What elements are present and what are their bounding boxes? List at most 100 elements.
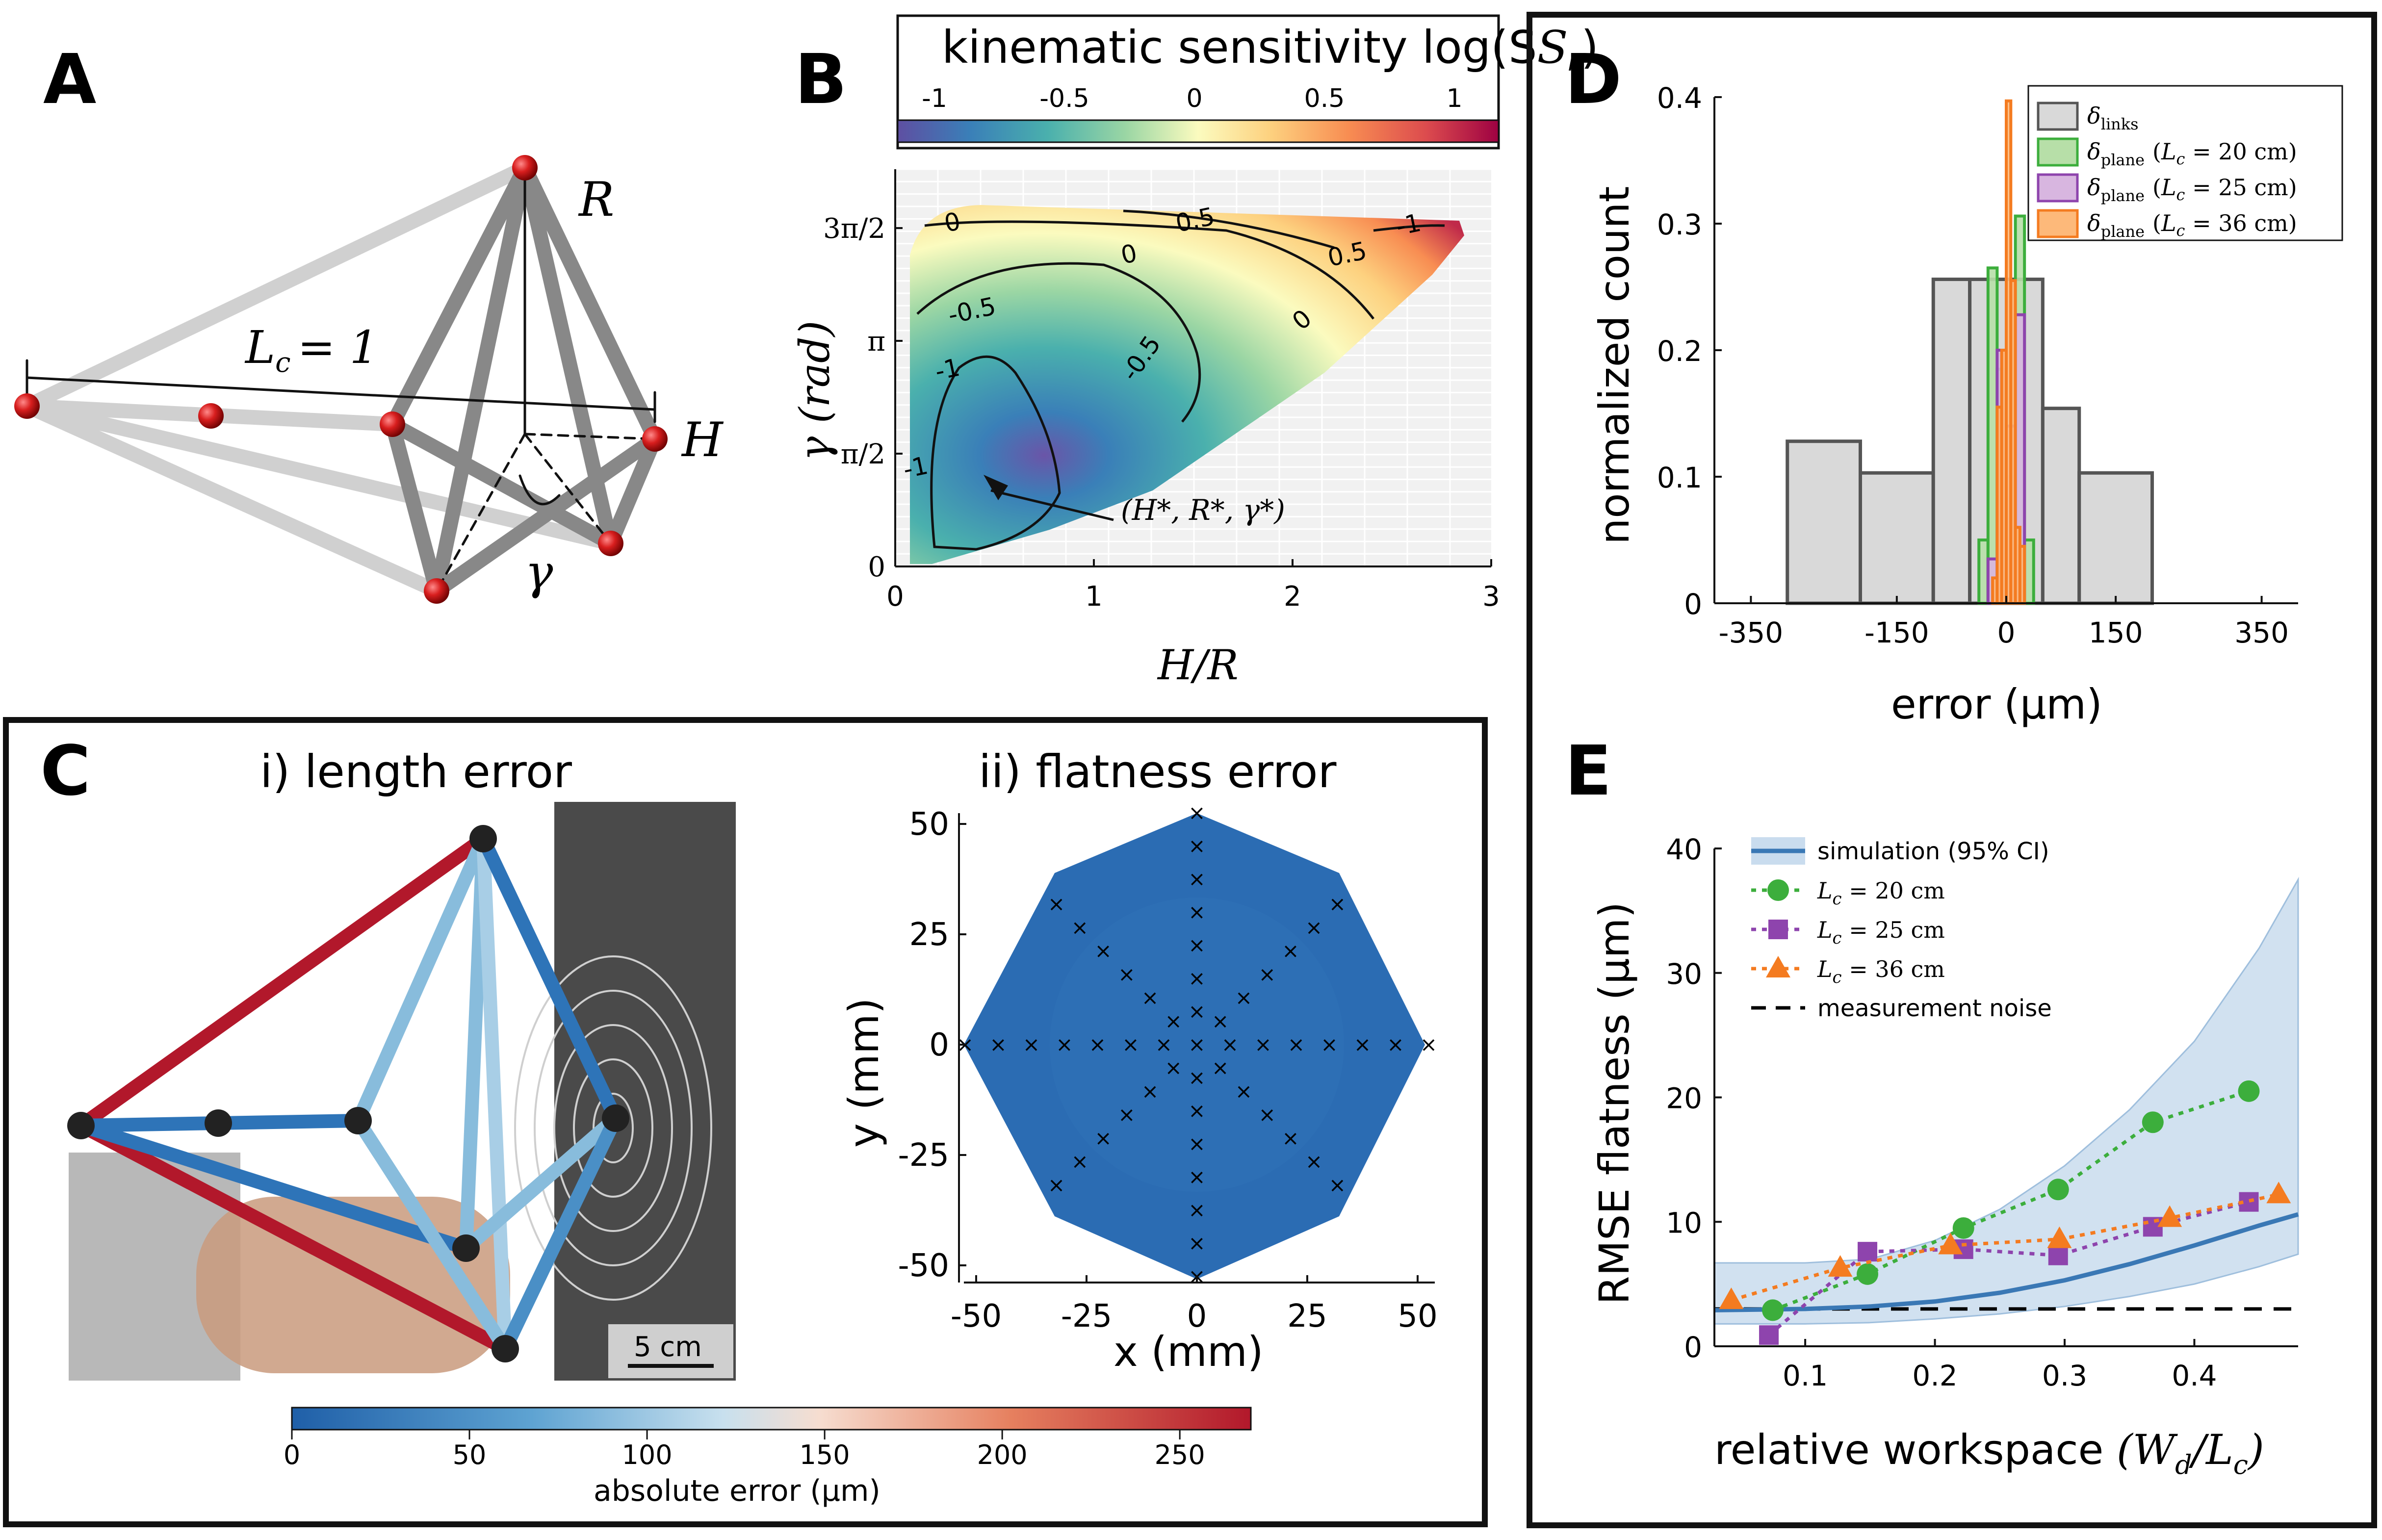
measurement-marker: × bbox=[1212, 1056, 1229, 1080]
d-ytick-label: 0 bbox=[1684, 588, 1702, 621]
cbar-c-tick: 50 bbox=[453, 1439, 487, 1470]
measurement-marker: × bbox=[1420, 1032, 1437, 1056]
cbar-b-title: kinematic sensitivity log(S bbox=[942, 21, 1537, 74]
scalebar-box bbox=[608, 1324, 733, 1378]
annotation-arrow bbox=[990, 489, 1114, 521]
d-xtick-label: 350 bbox=[2234, 616, 2289, 649]
b-yticks: 0 π/2 π 3π/2 bbox=[823, 213, 903, 583]
measurement-marker: × bbox=[1212, 1009, 1229, 1033]
measurement-marker: × bbox=[1056, 1032, 1073, 1056]
measurement-marker: × bbox=[1329, 892, 1346, 916]
legend-sim-label: simulation (95% CI) bbox=[1817, 838, 2049, 865]
cbar-b-end: ) bbox=[1581, 21, 1599, 74]
measurement-marker: × bbox=[1188, 834, 1205, 858]
e-ytick-label: 30 bbox=[1666, 957, 1702, 991]
target-rings bbox=[514, 955, 712, 1301]
marker-triangle bbox=[2266, 1181, 2291, 1204]
legend-l: L bbox=[2161, 138, 2176, 165]
marker-square bbox=[1759, 1325, 1779, 1345]
measurement-marker: × bbox=[1254, 1032, 1271, 1056]
measurement-marker: × bbox=[1288, 1032, 1305, 1056]
legend-paren: ( bbox=[2152, 210, 2161, 236]
dark-links bbox=[385, 160, 662, 598]
legend-c: c bbox=[1833, 928, 1842, 948]
legend-l: L bbox=[2161, 210, 2176, 236]
c-ytick-label: 0 bbox=[929, 1027, 949, 1063]
legend-tail: = 25 cm) bbox=[2185, 174, 2297, 201]
measurement-marker: × bbox=[1071, 1150, 1088, 1174]
contour-label: -1 bbox=[1394, 208, 1424, 241]
panel-d: D -350 -150 0 150 350 0 0.1 0.2 0.3 0.4 error (µ… bbox=[1565, 40, 2343, 728]
measurement-marker: × bbox=[1188, 1165, 1205, 1189]
measurement-marker: × bbox=[1141, 1079, 1159, 1103]
d-ytick-label: 0.1 bbox=[1657, 461, 1702, 494]
measurement-marker: × bbox=[1188, 966, 1205, 990]
d-ytick-label: 0.4 bbox=[1657, 81, 1702, 115]
d-ytick-label: 0.3 bbox=[1657, 208, 1702, 241]
measurement-marker: × bbox=[1118, 1103, 1135, 1127]
panel-label-a: A bbox=[43, 40, 96, 120]
cbar-b-tick: 0 bbox=[1186, 84, 1202, 113]
measurement-marker: × bbox=[1023, 1032, 1040, 1056]
lc-value: = 1 bbox=[297, 321, 378, 374]
measurement-marker: × bbox=[1188, 900, 1205, 924]
measurement-marker: × bbox=[1354, 1032, 1371, 1056]
legend-noise-label: measurement noise bbox=[1817, 995, 2052, 1022]
b-ytick-label: π/2 bbox=[841, 438, 885, 470]
measurement-marker: × bbox=[1320, 1032, 1338, 1056]
measurement-marker: × bbox=[1259, 1103, 1276, 1127]
d-ylabel: normalized count bbox=[1590, 186, 1638, 544]
panel-label-d: D bbox=[1565, 40, 1622, 120]
panel-a: A bbox=[14, 40, 724, 604]
series-line bbox=[1731, 1193, 2279, 1302]
measurement-marker: × bbox=[1235, 986, 1252, 1010]
c-title-flatness: ii) flatness error bbox=[979, 745, 1337, 798]
panel-e: E 0.1 0.2 0.3 0.4 0 10 20 30 40 relative worksp… bbox=[1565, 731, 2299, 1480]
d-xtick-label: -150 bbox=[1864, 616, 1929, 649]
c-xticks: -50 -25 0 25 50 bbox=[951, 1275, 1438, 1335]
measurement-marker: × bbox=[1141, 986, 1159, 1010]
measurement-marker: × bbox=[1188, 1231, 1205, 1255]
measurement-marker: × bbox=[1188, 1032, 1205, 1056]
cbar-c-tick: 250 bbox=[1155, 1439, 1205, 1470]
e-ytick-label: 40 bbox=[1666, 833, 1702, 866]
b-xtick-label: 1 bbox=[1085, 581, 1103, 613]
b-ytick-label: 0 bbox=[868, 551, 885, 583]
b-xtick-label: 0 bbox=[886, 581, 904, 613]
legend-tail: = 36 cm bbox=[1842, 956, 1945, 982]
marker-circle bbox=[1767, 879, 1789, 901]
d-legend-label: δlinks bbox=[2087, 103, 2139, 133]
cbar-b-tick: -0.5 bbox=[1039, 84, 1089, 113]
marker-triangle bbox=[1938, 1232, 1963, 1255]
lc-label: L bbox=[244, 321, 275, 374]
panel-label-e: E bbox=[1565, 731, 1612, 811]
marker-circle bbox=[2142, 1111, 2164, 1133]
legend-sub: plane bbox=[2101, 186, 2145, 205]
svg-text:Lc= 1: Lc = 1 bbox=[244, 321, 378, 379]
measurement-marker: × bbox=[1165, 1009, 1182, 1033]
legend-l: L bbox=[2161, 174, 2176, 201]
measurement-marker: × bbox=[1188, 1099, 1205, 1123]
c-ylabel: y (mm) bbox=[840, 998, 888, 1148]
d-legend-swatch bbox=[2037, 209, 2079, 238]
e-xtick-label: 0.1 bbox=[1783, 1359, 1828, 1392]
measurement-marker: × bbox=[1048, 892, 1065, 916]
e-xtick-label: 0.4 bbox=[2172, 1359, 2217, 1392]
legend-series-label: Lc = 20 cm bbox=[1817, 877, 1945, 909]
marker-triangle bbox=[2047, 1226, 2072, 1248]
measurement-marker: × bbox=[1118, 962, 1135, 986]
simulation-line bbox=[1714, 1212, 2299, 1312]
cbar-b-tick: 1 bbox=[1446, 84, 1462, 113]
measurement-marker: × bbox=[1329, 1173, 1346, 1197]
measurement-marker: × bbox=[1259, 962, 1276, 986]
measurement-marker: × bbox=[1282, 939, 1299, 963]
photo-nodes bbox=[67, 825, 629, 1362]
marker-circle bbox=[1762, 1299, 1784, 1321]
d-xtick-label: -350 bbox=[1719, 616, 1784, 649]
panel-b: B kinematic sensitivity log(SSk) -1 -0.5 0… bbox=[791, 14, 1599, 689]
gamma-label: γ bbox=[525, 545, 553, 600]
hist-bar bbox=[1859, 471, 1935, 605]
e-yticks: 0 10 20 30 40 bbox=[1666, 833, 1722, 1364]
